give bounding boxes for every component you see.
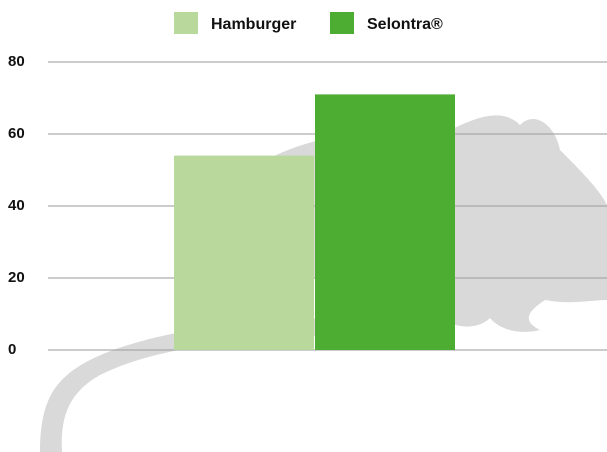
bar <box>174 155 314 350</box>
y-tick-label: 60 <box>8 125 25 142</box>
bar <box>315 94 455 351</box>
y-tick-label: 40 <box>8 197 25 214</box>
y-tick-label: 80 <box>8 53 25 70</box>
y-tick-label: 20 <box>8 269 25 286</box>
legend-swatch <box>174 12 198 34</box>
y-tick-label: 0 <box>8 341 16 358</box>
legend-label: Hamburger <box>211 16 296 33</box>
legend-label: Selontra® <box>367 16 443 33</box>
legend-swatch <box>330 12 354 34</box>
plot: 0 20 40 60 80 Hamburger Selontra® <box>8 12 607 358</box>
